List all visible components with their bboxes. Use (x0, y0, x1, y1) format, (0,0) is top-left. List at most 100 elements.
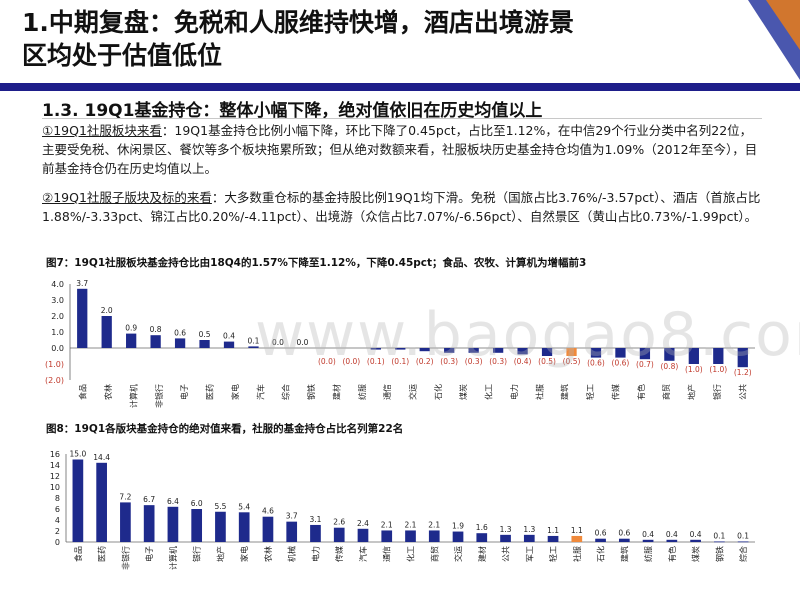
category-label: 非银行 (120, 546, 130, 570)
bar-value-label: 1.3 (523, 525, 535, 534)
category-label: 机械 (287, 546, 297, 562)
bar-value-label: 7.2 (119, 492, 131, 501)
bar (381, 530, 393, 542)
bar-value-label: (0.6) (587, 359, 605, 368)
title-divider-bar (0, 83, 800, 91)
category-label: 电子 (144, 546, 154, 562)
category-label: 化工 (484, 384, 494, 400)
bar-value-label: (0.2) (416, 357, 434, 366)
category-label: 纺服 (643, 546, 653, 562)
bar-value-label: 1.6 (476, 523, 488, 532)
category-label: 公共 (738, 384, 747, 400)
bar (452, 531, 464, 542)
bar-value-label: 2.1 (381, 520, 393, 529)
y-tick-label: 4 (55, 516, 60, 525)
category-label: 轻工 (585, 384, 595, 400)
category-label: 银行 (712, 384, 722, 400)
bar (223, 341, 235, 348)
bar-value-label: 5.4 (238, 502, 250, 511)
subtitle-rule (42, 118, 762, 119)
bar-value-label: (0.0) (342, 357, 360, 366)
bar-value-label: 0.6 (174, 328, 186, 337)
bar (566, 348, 577, 356)
bar-value-label: (0.0) (318, 357, 336, 366)
y-tick-label: 3.0 (51, 296, 64, 305)
category-label: 社服 (534, 384, 544, 400)
category-label: 社服 (572, 546, 582, 562)
y-tick-label: 10 (50, 483, 60, 492)
bar-value-label: 6.7 (143, 495, 155, 504)
category-label: 石化 (596, 546, 606, 562)
category-label: 电力 (310, 546, 320, 562)
bar (737, 541, 749, 543)
bar-value-label: (0.6) (612, 359, 630, 368)
bar-value-label: 0.0 (272, 338, 284, 347)
bar (248, 346, 259, 348)
bar (428, 530, 440, 542)
y-tick-label: 6 (55, 505, 60, 514)
bar-value-label: 1.3 (500, 525, 512, 534)
category-label: 军工 (525, 546, 534, 562)
bar-value-label: 0.1 (737, 531, 749, 540)
bar (72, 459, 84, 542)
y-tick-label: (1.0) (45, 360, 64, 369)
bar (618, 538, 630, 542)
bar-value-label: 3.7 (76, 279, 88, 288)
category-label: 医药 (205, 384, 215, 400)
category-label: 医药 (97, 546, 107, 562)
slide-title: 1.中期复盘：免税和人服维持快增，酒店出境游景 区均处于估值低位 (22, 6, 792, 72)
bar-value-label: 2.4 (357, 519, 369, 528)
bar-value-label: 0.4 (642, 530, 654, 539)
bar-value-label: 0.8 (150, 325, 162, 334)
category-label: 煤炭 (691, 546, 701, 562)
category-label: 通信 (382, 384, 392, 400)
bar-value-label: 2.1 (428, 520, 440, 529)
y-tick-label: 1.0 (51, 328, 64, 337)
bar (517, 348, 528, 355)
bar (143, 505, 155, 542)
category-label: 轻工 (548, 546, 558, 562)
y-tick-label: 14 (50, 461, 60, 470)
bar (541, 348, 553, 356)
y-tick-label: 4.0 (51, 280, 64, 289)
title-line-1: 1.中期复盘：免税和人服维持快增，酒店出境游景 (22, 8, 574, 37)
bar-value-label: 4.6 (262, 507, 274, 516)
category-label: 有色 (636, 384, 646, 400)
bar-value-label: (1.2) (734, 368, 752, 377)
category-label: 综合 (738, 546, 748, 562)
category-label: 建材 (477, 546, 487, 562)
category-label: 建筑 (560, 384, 570, 400)
category-label: 汽车 (358, 546, 368, 562)
bar (191, 509, 203, 542)
bar-value-label: 0.5 (199, 330, 211, 339)
category-label: 地产 (687, 384, 697, 400)
bar-value-label: 0.0 (296, 338, 308, 347)
category-label: 公共 (502, 546, 511, 562)
category-label: 商贸 (429, 546, 439, 562)
bar-value-label: 3.7 (286, 512, 298, 521)
bar (590, 348, 602, 358)
bar (737, 348, 748, 368)
category-label: 通信 (382, 546, 392, 562)
y-tick-label: 8 (55, 494, 60, 503)
category-label: 建材 (331, 384, 341, 400)
bar (476, 533, 488, 542)
watermark: www.baogao8.com (255, 300, 800, 370)
bar (167, 506, 179, 542)
category-label: 计算机 (168, 546, 178, 570)
bar (96, 462, 107, 542)
bar-value-label: 5.5 (214, 502, 226, 511)
bar (713, 348, 724, 364)
bar (714, 541, 725, 543)
bar-value-label: 0.9 (125, 324, 137, 333)
bar-value-label: (0.5) (563, 357, 581, 366)
bar-value-label: (1.0) (709, 365, 727, 374)
bar (615, 348, 626, 358)
bar-value-label: 0.4 (666, 530, 678, 539)
category-label: 石化 (433, 384, 443, 400)
paragraph-body: ：大多数重仓标的基金持股比例19Q1均下滑。免税（国旅占比3.76%/-3.57… (42, 190, 761, 224)
bar-value-label: 0.4 (223, 332, 235, 341)
paragraph-lead: ①19Q1社服板块来看 (42, 123, 162, 138)
bar (444, 348, 455, 353)
bar-value-label: (0.8) (660, 362, 678, 371)
